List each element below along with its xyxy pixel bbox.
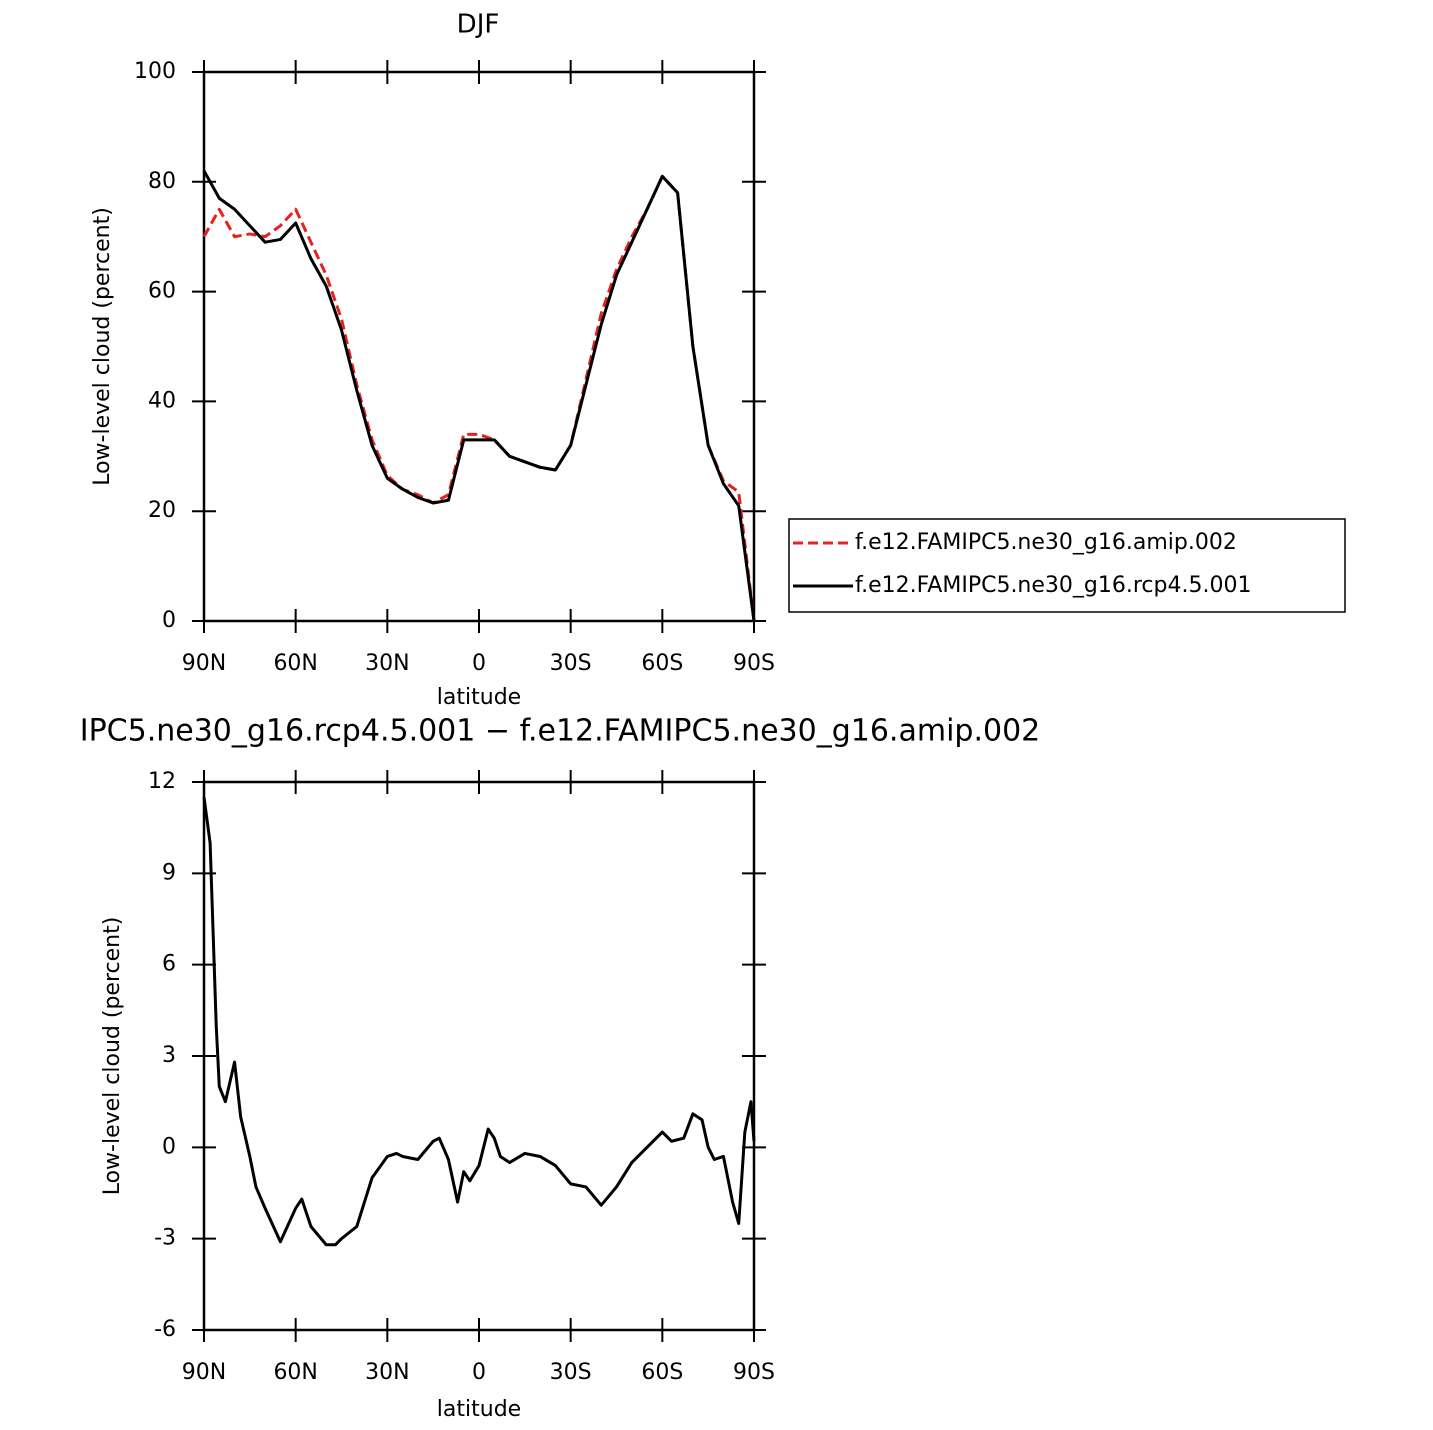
x-tick-label: 90S — [733, 651, 775, 676]
y-axis-label: Low-level cloud (percent) — [100, 917, 125, 1196]
x-tick-label: 60S — [641, 651, 683, 676]
series-line — [202, 170, 756, 622]
series-line — [202, 174, 756, 622]
y-tick-label: 0 — [162, 608, 176, 633]
plot-frame — [202, 780, 756, 1332]
x-tick-label: 60S — [641, 1360, 683, 1385]
chart-title: DJF — [457, 10, 500, 40]
legend-label: f.e12.FAMIPC5.ne30_g16.rcp4.5.001 — [855, 573, 1251, 598]
x-tick-label: 0 — [472, 1360, 486, 1385]
y-tick-label: 60 — [148, 279, 176, 304]
y-axis-label: Low-level cloud (percent) — [90, 207, 115, 486]
x-tick-label: 90N — [182, 1360, 226, 1385]
y-tick-label: 100 — [134, 59, 176, 84]
y-tick-label: 40 — [148, 388, 176, 413]
y-tick-label: 20 — [148, 498, 176, 523]
x-axis-label: latitude — [437, 685, 521, 710]
y-tick-label: 12 — [148, 769, 176, 794]
x-tick-label: 60N — [273, 651, 317, 676]
y-tick-label: 0 — [162, 1134, 176, 1159]
y-tick-label: -6 — [154, 1317, 176, 1342]
x-tick-label: 90N — [182, 651, 226, 676]
y-tick-label: -3 — [154, 1226, 176, 1251]
x-axis-label: latitude — [437, 1397, 521, 1422]
plot-frame — [202, 70, 756, 623]
chart-title: IPC5.ne30_g16.rcp4.5.001 − f.e12.FAMIPC5… — [80, 714, 1041, 749]
x-tick-label: 90S — [733, 1360, 775, 1385]
x-tick-label: 30S — [550, 651, 592, 676]
series-line — [202, 797, 756, 1247]
x-tick-label: 30N — [365, 651, 409, 676]
legend-label: f.e12.FAMIPC5.ne30_g16.amip.002 — [855, 530, 1237, 555]
y-tick-label: 80 — [148, 169, 176, 194]
legend-box — [788, 518, 1346, 613]
x-tick-label: 60N — [273, 1360, 317, 1385]
x-tick-label: 0 — [472, 651, 486, 676]
x-tick-label: 30S — [550, 1360, 592, 1385]
x-tick-label: 30N — [365, 1360, 409, 1385]
y-tick-label: 6 — [162, 952, 176, 977]
y-tick-label: 9 — [162, 860, 176, 885]
y-tick-label: 3 — [162, 1043, 176, 1068]
